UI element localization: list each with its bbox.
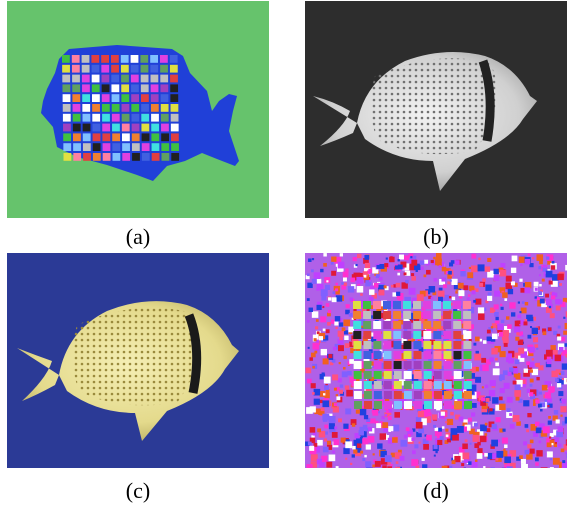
caption-b: (b)	[423, 224, 449, 249]
panel-a-segmentation-image	[7, 1, 269, 218]
caption-a: (a)	[125, 224, 151, 249]
caption-c: (c)	[125, 478, 151, 503]
panel-d-noisy-image	[305, 253, 567, 468]
caption-d: (d)	[423, 478, 449, 503]
panel-b-grayscale-image	[305, 1, 567, 218]
panel-c-color-image	[7, 253, 269, 468]
